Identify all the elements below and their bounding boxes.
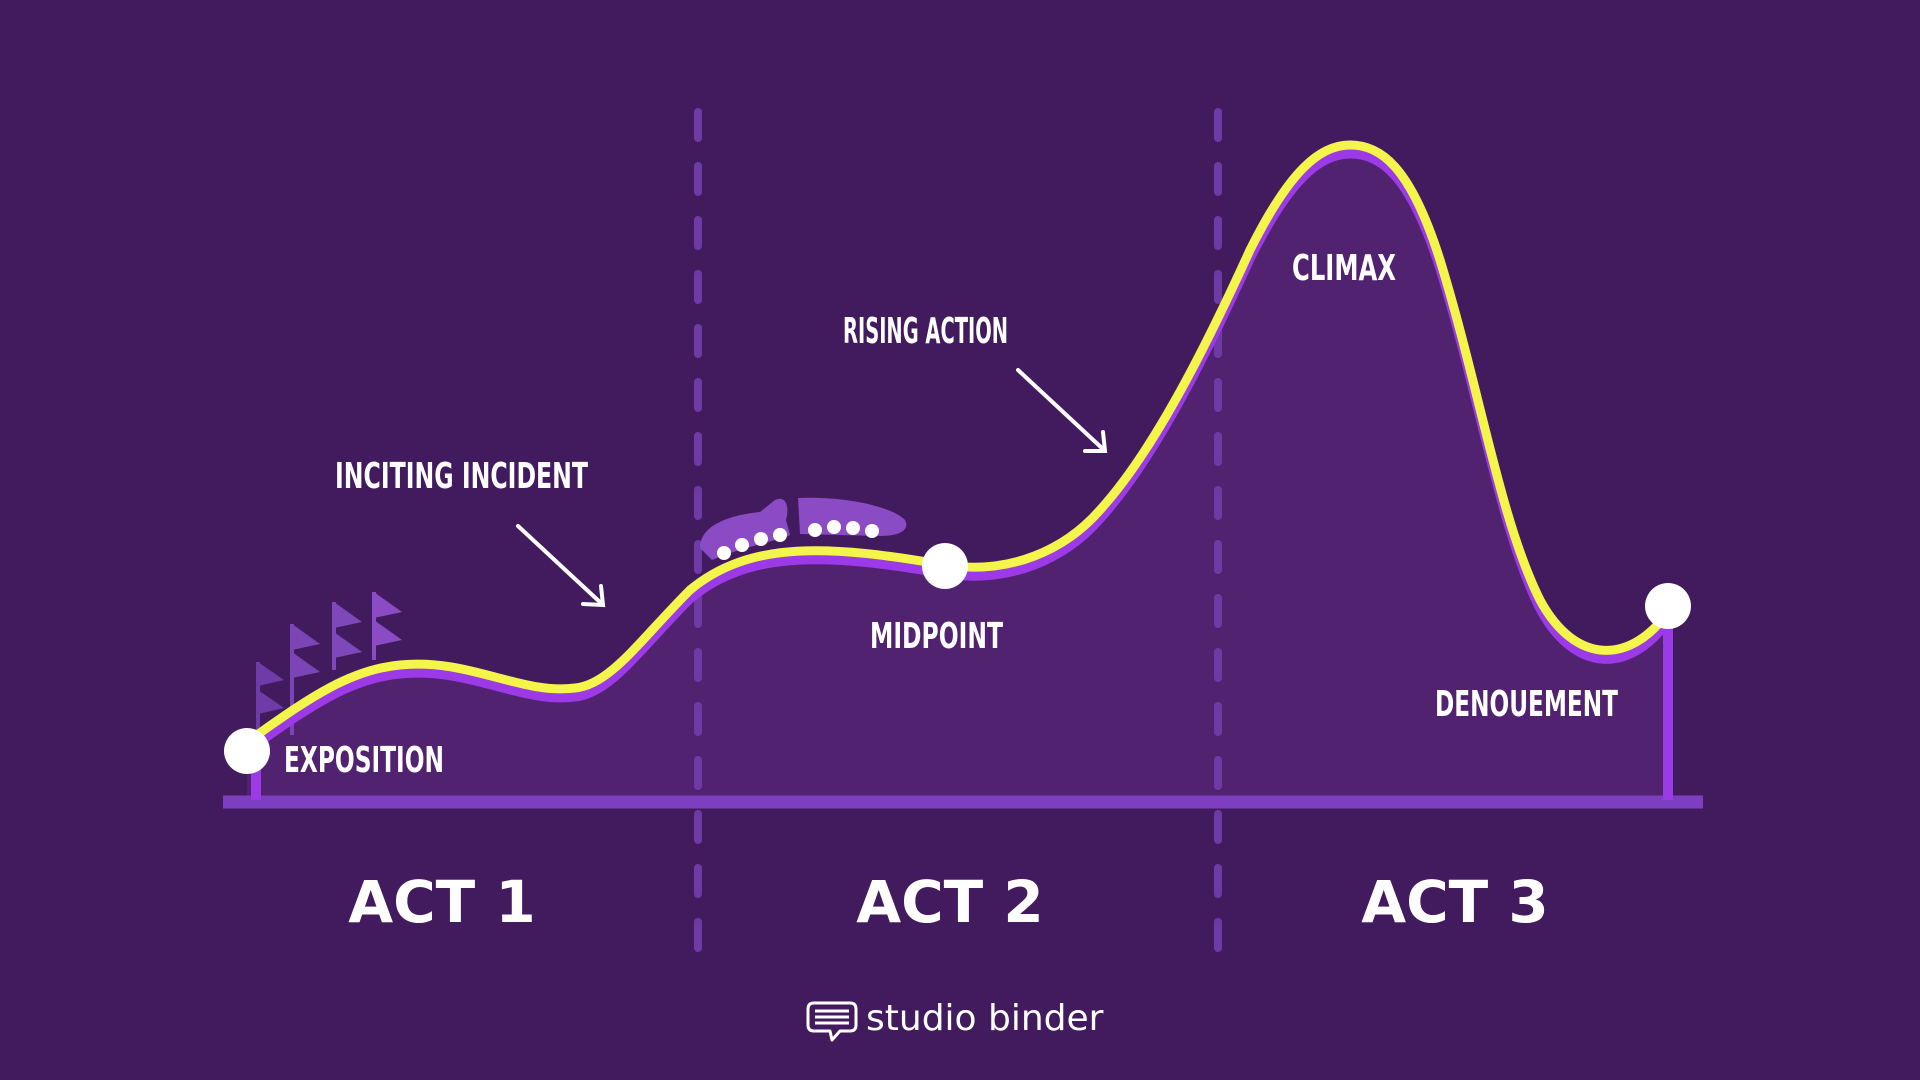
denouement-point	[1645, 583, 1691, 629]
act-2-label: ACT 2	[856, 868, 1044, 936]
story-area-fill	[247, 145, 1668, 800]
brand-name: studio binder	[866, 998, 1104, 1039]
story-curve	[242, 140, 1673, 747]
rising-action-label: RISING ACTION	[843, 311, 1008, 352]
exposition-point	[224, 728, 270, 774]
climax-label: CLIMAX	[1292, 248, 1396, 289]
rising-action-arrow	[1016, 368, 1108, 453]
act-3-label: ACT 3	[1361, 868, 1549, 936]
act-1-label: ACT 1	[348, 868, 536, 936]
exposition-label: EXPOSITION	[284, 740, 444, 781]
midpoint-point	[922, 543, 968, 589]
denouement-label: DENOUEMENT	[1435, 684, 1618, 725]
inciting-incident-arrow	[516, 524, 606, 608]
flags-decoration	[256, 592, 402, 740]
chat-bubble-logo-icon	[806, 1001, 858, 1042]
coaster-cars-decoration	[700, 497, 907, 560]
midpoint-label: MIDPOINT	[870, 616, 1003, 657]
inciting-incident-label: INCITING INCIDENT	[335, 456, 588, 497]
